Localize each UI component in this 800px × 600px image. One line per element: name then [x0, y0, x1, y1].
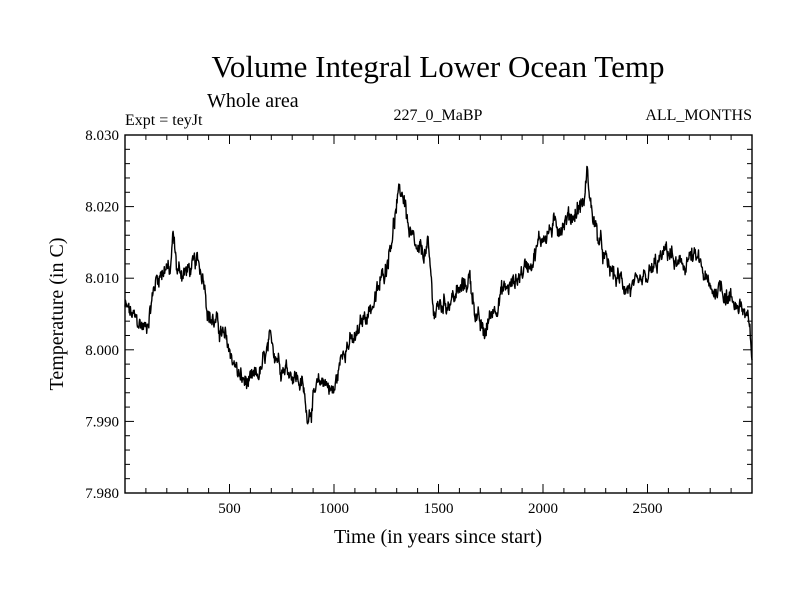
plot-area: 500 1000 1500 2000 2500 7.980 7.990 8.000 8.010…: [85, 128, 753, 517]
y-tick-label: 8.020: [85, 200, 119, 216]
chart-subtitle: Whole area: [207, 90, 299, 112]
x-axis-ticks: 500 1000 1500 2000 2500: [145, 135, 732, 517]
series-layer: [124, 165, 753, 425]
y-tick-label: 8.030: [85, 128, 119, 144]
y-tick-label: 8.010: [85, 271, 119, 287]
series-line: [124, 165, 753, 425]
x-tick-label: 1500: [424, 501, 454, 517]
months-label: ALL_MONTHS: [645, 107, 752, 124]
y-tick-label: 7.980: [85, 486, 119, 502]
x-tick-label: 2000: [528, 501, 558, 517]
x-tick-label: 2500: [633, 501, 663, 517]
chart-title: Volume Integral Lower Ocean Temp: [212, 49, 665, 84]
y-tick-label: 7.990: [85, 414, 119, 430]
x-tick-label: 1000: [319, 501, 349, 517]
y-tick-label: 8.000: [85, 343, 119, 359]
run-label: 227_0_MaBP: [394, 107, 483, 124]
y-axis-label: Temperature (in C): [46, 238, 68, 391]
experiment-label: Expt = teyJt: [125, 112, 203, 129]
x-axis-label: Time (in years since start): [334, 526, 542, 548]
y-axis-ticks: 7.980 7.990 8.000 8.010 8.020 8.030: [85, 128, 752, 502]
x-tick-label: 500: [218, 501, 241, 517]
